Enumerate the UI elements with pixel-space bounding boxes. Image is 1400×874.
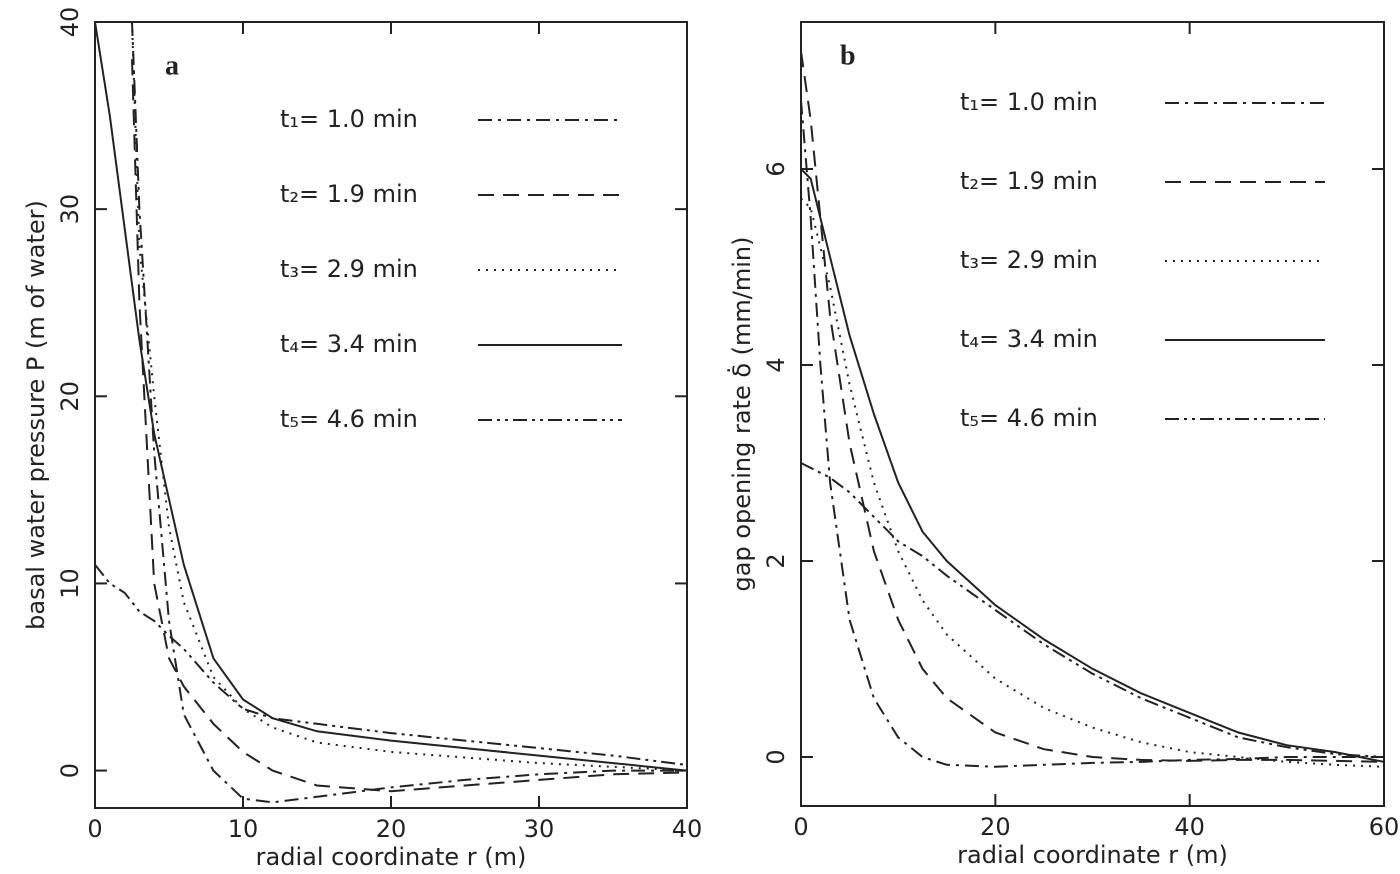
panel-label: b [840, 40, 856, 71]
series-line [131, 59, 687, 793]
x-tick-label: 10 [228, 815, 259, 843]
legend-label: t₂= 1.9 min [280, 180, 418, 208]
y-tick-label: 0 [762, 749, 790, 764]
legend-label: t₄= 3.4 min [960, 325, 1098, 353]
x-axis-label: radial coordinate r (m) [256, 843, 527, 871]
y-tick-label: 0 [56, 763, 84, 778]
legend-label: t₅= 4.6 min [960, 404, 1098, 432]
series-line [801, 462, 1384, 758]
plot-frame [800, 21, 1385, 807]
series-line [131, 22, 687, 804]
series-line [801, 197, 1384, 768]
legend-label: t₁= 1.0 min [960, 88, 1098, 116]
x-tick-label: 60 [1369, 813, 1400, 841]
legend-label: t₃= 2.9 min [280, 255, 418, 283]
y-tick-label: 2 [762, 553, 790, 568]
series-line [95, 564, 687, 766]
plot-area [801, 51, 1384, 768]
y-axis-label: gap opening rate δ̇ (mm/min) [727, 237, 756, 592]
y-tick-label: 4 [762, 357, 790, 372]
y-tick-label: 30 [56, 194, 84, 225]
y-tick-label: 40 [56, 7, 84, 38]
legend-label: t₁= 1.0 min [280, 105, 418, 133]
series-line [801, 100, 1384, 768]
panel: 0 20 40 60 0 2 4 6 radial coordinate r (m) gap op… [727, 21, 1400, 869]
series-line [801, 168, 1384, 763]
x-tick-label: 30 [524, 815, 555, 843]
y-tick-label: 10 [56, 568, 84, 599]
y-axis-label: basal water pressure P (m of water) [22, 200, 50, 630]
x-tick-label: 0 [793, 813, 808, 841]
legend-label: t₅= 4.6 min [280, 405, 418, 433]
x-tick-label: 40 [672, 815, 703, 843]
legend-label: t₄= 3.4 min [280, 330, 418, 358]
series-line [801, 51, 1384, 763]
y-tick-label: 20 [56, 381, 84, 412]
panel-label: a [165, 50, 179, 81]
x-tick-label: 20 [980, 813, 1011, 841]
x-tick-label: 40 [1174, 813, 1205, 841]
x-axis-label: radial coordinate r (m) [957, 841, 1228, 869]
legend-label: t₃= 2.9 min [960, 246, 1098, 274]
panel: 0 10 20 30 40 0 10 20 30 40 radial coordinate r (m… [22, 7, 702, 871]
series-line [95, 22, 687, 772]
x-tick-label: 0 [87, 815, 102, 843]
x-tick-label: 20 [376, 815, 407, 843]
legend-label: t₂= 1.9 min [960, 167, 1098, 195]
series-line [131, 22, 687, 772]
plot-area [95, 22, 687, 804]
y-tick-label: 6 [762, 161, 790, 176]
